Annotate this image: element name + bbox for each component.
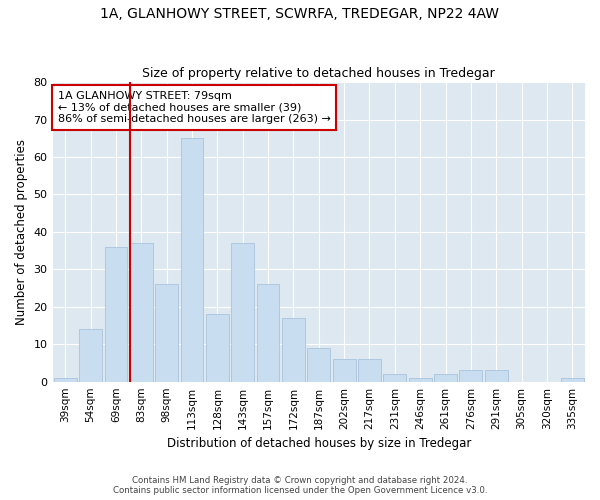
Bar	[333, 359, 356, 382]
Bar	[358, 359, 381, 382]
Bar	[155, 284, 178, 382]
Bar	[231, 243, 254, 382]
X-axis label: Distribution of detached houses by size in Tredegar: Distribution of detached houses by size …	[167, 437, 471, 450]
Bar	[307, 348, 330, 382]
Bar	[409, 378, 431, 382]
Bar	[130, 243, 152, 382]
Bar	[485, 370, 508, 382]
Bar	[206, 314, 229, 382]
Bar	[257, 284, 280, 382]
Bar	[460, 370, 482, 382]
Bar	[54, 378, 77, 382]
Bar	[561, 378, 584, 382]
Y-axis label: Number of detached properties: Number of detached properties	[15, 139, 28, 325]
Bar	[282, 318, 305, 382]
Bar	[434, 374, 457, 382]
Bar	[383, 374, 406, 382]
Bar	[181, 138, 203, 382]
Text: Contains HM Land Registry data © Crown copyright and database right 2024.
Contai: Contains HM Land Registry data © Crown c…	[113, 476, 487, 495]
Text: 1A, GLANHOWY STREET, SCWRFA, TREDEGAR, NP22 4AW: 1A, GLANHOWY STREET, SCWRFA, TREDEGAR, N…	[101, 8, 499, 22]
Bar	[104, 247, 127, 382]
Bar	[79, 329, 102, 382]
Text: 1A GLANHOWY STREET: 79sqm
← 13% of detached houses are smaller (39)
86% of semi-: 1A GLANHOWY STREET: 79sqm ← 13% of detac…	[58, 91, 331, 124]
Title: Size of property relative to detached houses in Tredegar: Size of property relative to detached ho…	[142, 66, 495, 80]
